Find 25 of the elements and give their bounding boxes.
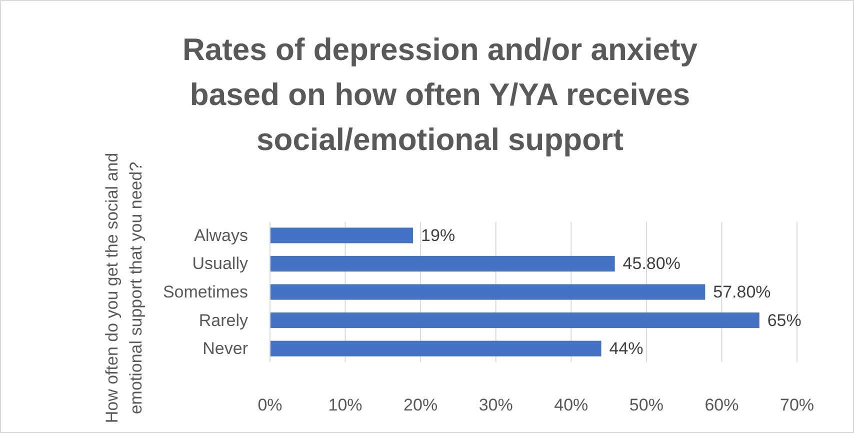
bar [270,312,760,328]
x-tick-label: 20% [404,396,438,414]
x-tick-label: 50% [629,396,664,414]
chart-title: Rates of depression and/or anxiety based on how often Y/YA receives social/emotional support [182,32,698,157]
x-tick-label: 0% [258,396,282,414]
y-tick-label: Usually [192,254,248,274]
data-label: 19% [421,226,456,245]
bar [270,256,615,272]
y-tick-label: Rarely [198,310,248,330]
x-tick-label: 30% [478,396,513,414]
x-tick-label: 40% [554,396,588,414]
y-tick-label: Sometimes [162,282,248,302]
bar [270,284,706,300]
y-tick-label: Always [194,226,248,245]
x-tick-label: 60% [704,396,739,414]
bar [270,228,414,244]
data-label: 57.80% [713,282,771,302]
data-label: 45.80% [622,254,680,274]
data-label: 65% [767,310,802,330]
y-axis-title: How often do you get the social and emotional support that you need? [102,152,146,424]
x-tick-label: 70% [780,396,814,414]
bar [270,340,602,356]
data-label: 44% [609,339,644,358]
y-tick-label: Never [202,339,248,358]
x-tick-label: 10% [328,396,362,414]
